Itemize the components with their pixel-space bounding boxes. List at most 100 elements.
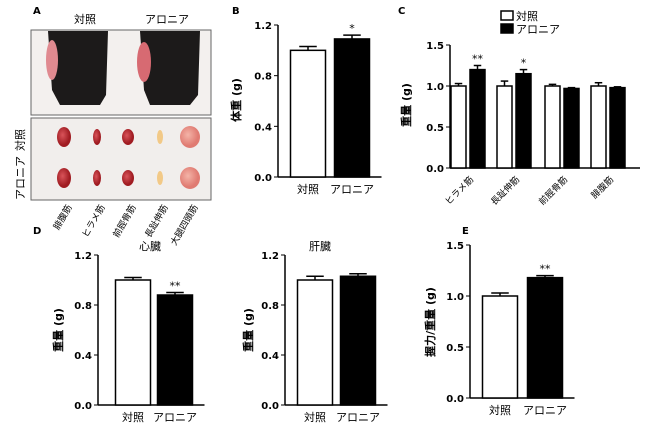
y-tick-label: 0.8 [74, 301, 92, 312]
x-tick-label: 対照 [304, 410, 326, 424]
y-tick-label: 0.5 [426, 123, 444, 134]
y-tick-label: 0.4 [254, 122, 272, 133]
bar-control [114, 279, 152, 406]
x-tick-label: 長趾伸筋 [488, 174, 522, 208]
bar-aronia [515, 72, 532, 169]
y-tick-label: 1.0 [446, 292, 464, 303]
x-tick-label: 対照 [297, 182, 319, 196]
x-tick-label: 対照 [122, 410, 144, 424]
x-tick-label: アロニア [153, 411, 197, 424]
muscle-sample-image [122, 170, 134, 186]
legend-label: アロニア [516, 23, 560, 36]
row-label-control: 対照 [13, 129, 27, 151]
bar-aronia [156, 294, 194, 406]
muscle-sample-image [157, 130, 163, 144]
muscle-sample-image [57, 168, 71, 188]
x-tick-label: アロニア [330, 183, 374, 196]
bar-control [289, 49, 327, 178]
bar-control [296, 279, 334, 406]
y-axis-label: 体重 (g) [229, 78, 243, 122]
muscle-sample-image [122, 129, 134, 145]
bar-control [450, 85, 467, 169]
muscle-label: ヒラメ筋 [79, 203, 107, 240]
muscle-sample-image [93, 170, 101, 186]
legend-swatch [500, 23, 514, 34]
muscle-exposed-image [137, 42, 151, 82]
y-tick-label: 0.8 [261, 301, 279, 312]
y-tick-label: 1.5 [446, 241, 464, 252]
x-tick-label: 腓腹筋 [589, 174, 617, 202]
significance-label: * [349, 22, 355, 35]
muscle-sample-image [157, 171, 163, 185]
legend-swatch [500, 10, 514, 21]
y-tick-label: 0.8 [254, 72, 272, 83]
muscle-sample-image [180, 126, 200, 148]
significance-label: ** [170, 280, 182, 293]
bar-aronia [339, 275, 377, 406]
bar-aronia [609, 86, 626, 169]
y-tick-label: 0.4 [74, 351, 92, 362]
bar-aronia [526, 276, 564, 399]
x-tick-label: ヒラメ筋 [442, 174, 476, 208]
bar-control [590, 85, 607, 169]
row-label-aronia: アロニア [14, 156, 27, 200]
bar-aronia [469, 68, 486, 169]
chart-title: 肝臓 [309, 240, 331, 253]
x-tick-label: アロニア [336, 411, 380, 424]
significance-label: * [521, 57, 527, 70]
panel-label: D [33, 226, 41, 237]
bar-control [544, 85, 561, 169]
panel-label: E [462, 226, 469, 237]
muscle-label: 大腿四頭筋 [168, 203, 201, 248]
chart-e: E 握力/重量 (g) 0.0 0.5 1.0 1.5 対照 ** アロニア [423, 226, 575, 417]
bar-control [481, 295, 519, 399]
bar-control [496, 85, 513, 169]
x-tick-label: 前脛骨筋 [536, 174, 570, 208]
y-tick-label: 0.4 [261, 351, 279, 362]
y-axis-label: 握力/重量 (g) [423, 287, 437, 357]
panel-label: B [232, 6, 240, 17]
muscle-label: 長趾伸筋 [142, 203, 170, 240]
y-tick-label: 0.0 [261, 401, 279, 412]
significance-label: ** [472, 53, 484, 66]
bar-aronia [333, 38, 371, 178]
muscle-samples [57, 126, 200, 189]
x-tick-label: アロニア [523, 404, 567, 417]
panel-label-a: A [33, 6, 41, 17]
y-tick-label: 0.0 [254, 173, 272, 184]
y-axis-label: 重量 (g) [51, 308, 65, 352]
y-tick-label: 0.5 [446, 343, 464, 354]
muscle-sample-image [93, 129, 101, 145]
y-tick-label: 0.0 [74, 401, 92, 412]
muscle-label: 前脛骨筋 [110, 203, 138, 240]
chart-b: B 体重 (g) 0.0 0.4 0.8 1.2 対照 * アロニア [229, 6, 382, 196]
muscle-label: 腓腹筋 [51, 203, 75, 232]
group-label-aronia: アロニア [145, 13, 189, 26]
mouse-control-image [48, 31, 108, 105]
muscle-exposed-image [46, 40, 58, 80]
charts: B 体重 (g) 0.0 0.4 0.8 1.2 対照 * アロニア C 重量 (g) 0.0 0.5 1… [33, 6, 640, 424]
y-axis-label: 重量 (g) [399, 83, 413, 127]
muscle-sample-image [57, 127, 71, 147]
group-label-control: 対照 [74, 12, 96, 26]
y-tick-label: 1.2 [74, 251, 92, 262]
chart-c: C 重量 (g) 0.0 0.5 1.0 1.5 ** ヒラメ筋 * 長趾伸筋 前脛骨筋 腓腹筋 対照ア… [398, 6, 640, 208]
legend-label: 対照 [516, 9, 538, 23]
bar-aronia [563, 87, 580, 169]
y-tick-label: 1.2 [261, 251, 279, 262]
y-tick-label: 1.5 [426, 41, 444, 52]
y-axis-label: 重量 (g) [241, 308, 255, 352]
y-tick-label: 1.2 [254, 21, 272, 32]
panel-label: C [398, 6, 405, 17]
y-tick-label: 1.0 [426, 82, 444, 93]
x-tick-label: 対照 [489, 403, 511, 417]
chart-title: 心臓 [139, 240, 161, 253]
mouse-aronia-image [140, 31, 200, 105]
significance-label: ** [540, 263, 552, 276]
